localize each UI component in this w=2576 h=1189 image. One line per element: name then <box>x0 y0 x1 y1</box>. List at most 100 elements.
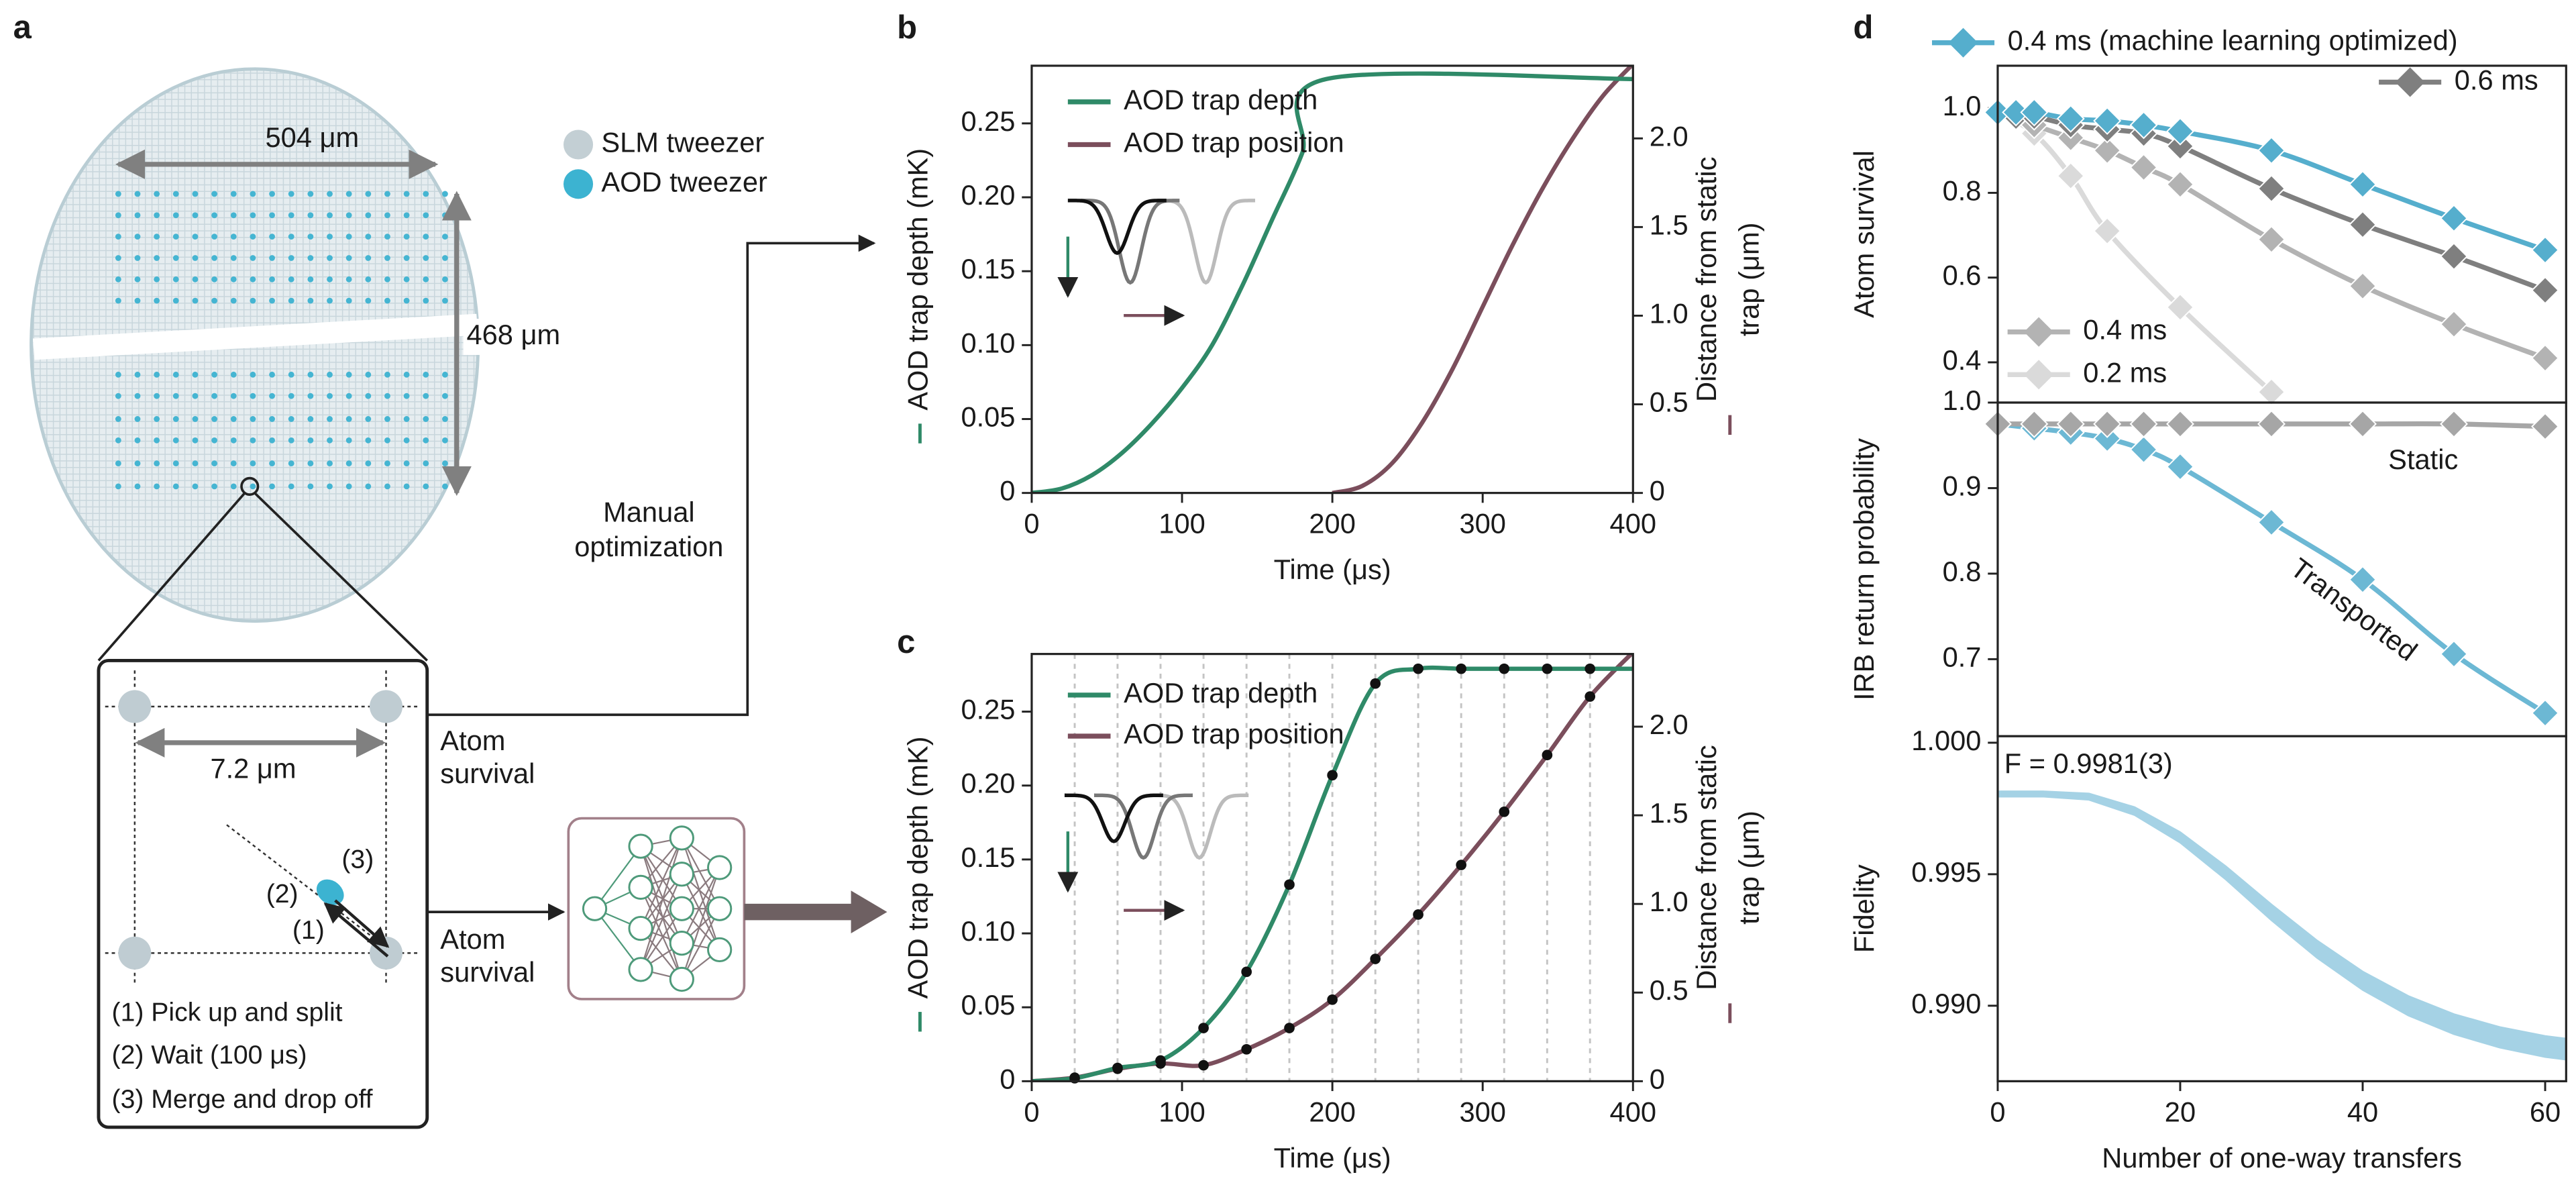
zoom-line <box>254 492 429 662</box>
aod-site <box>230 460 237 466</box>
aod-site <box>442 416 448 422</box>
line <box>1997 421 2547 715</box>
aod-site <box>192 212 199 219</box>
marker <box>1585 691 1596 702</box>
manual-label: optimization <box>574 531 723 562</box>
slm-legend-dot <box>564 130 594 160</box>
aod-site <box>442 297 448 304</box>
legend-label: AOD trap position <box>1124 127 1344 158</box>
manual-label: Manual <box>603 496 695 527</box>
aod-site <box>423 483 429 490</box>
feedback-arrow <box>427 234 876 717</box>
nn-node <box>628 833 653 859</box>
aod-site <box>288 191 294 197</box>
marker <box>1542 663 1553 674</box>
nn-node <box>707 937 733 963</box>
aod-site <box>250 212 256 219</box>
aod-site <box>345 460 352 466</box>
aod-site <box>269 255 275 261</box>
aod-site <box>172 371 179 378</box>
aod-site <box>442 483 448 490</box>
aod-site <box>211 416 217 422</box>
aod-site <box>423 460 429 466</box>
aod-site <box>307 460 314 466</box>
aod-site <box>154 191 160 197</box>
panel-label: c <box>897 624 915 660</box>
aod-site <box>327 483 333 490</box>
aod-site <box>250 276 256 282</box>
aod-site <box>423 212 429 219</box>
aod-site <box>250 371 256 378</box>
aod-site <box>384 437 390 444</box>
aod-site <box>269 212 275 219</box>
aod-site <box>115 212 121 219</box>
marker <box>1585 663 1596 674</box>
aod-site <box>211 234 217 240</box>
y-tick-label: 0.05 <box>961 989 1015 1021</box>
aod-site <box>115 437 121 444</box>
aod-site <box>154 483 160 490</box>
aod-site <box>172 212 179 219</box>
y2-tick-label: 0 <box>1650 1063 1665 1094</box>
legend-key <box>2024 317 2054 347</box>
y-tick-label: 0.7 <box>1943 641 1982 672</box>
aod-site <box>288 234 294 240</box>
y-tick-label: 1.0 <box>1943 90 1982 121</box>
marker <box>2440 639 2468 668</box>
aod-site <box>172 437 179 444</box>
aod-site <box>327 297 333 304</box>
nn-node <box>707 855 733 880</box>
marker <box>1413 909 1424 920</box>
nn-node <box>707 896 733 921</box>
aod-site <box>384 416 390 422</box>
aod-site <box>403 416 410 422</box>
nn-node <box>628 957 653 982</box>
aod-site <box>269 234 275 240</box>
marker <box>2531 236 2560 264</box>
marker <box>1155 1055 1166 1066</box>
neural-network <box>582 825 733 992</box>
marker <box>1241 966 1252 978</box>
aod-site <box>250 437 256 444</box>
aod-site <box>365 393 372 399</box>
nn-edge <box>681 867 720 980</box>
legend-label: AOD trap position <box>1124 718 1344 749</box>
gap-band <box>32 313 478 360</box>
aod-site <box>403 255 410 261</box>
legend-label: 0.4 ms (machine learning optimized) <box>2008 25 2458 56</box>
aod-legend-dot <box>564 169 594 199</box>
aod-site <box>403 437 410 444</box>
aod-site <box>172 234 179 240</box>
aod-site <box>288 393 294 399</box>
x-axis-label: Number of one-way transfers <box>2102 1142 2462 1174</box>
legend-label: 0.2 ms <box>2083 356 2167 388</box>
aod-site <box>269 276 275 282</box>
marker <box>2531 412 2560 441</box>
aod-site <box>403 460 410 466</box>
x-axis-label: Time (μs) <box>1274 1142 1391 1174</box>
aod-site <box>327 393 333 399</box>
legend-label: AOD trap depth <box>1124 677 1318 709</box>
aod-site <box>134 276 141 282</box>
aod-site <box>423 276 429 282</box>
aod-site <box>384 393 390 399</box>
step-text: (3) Merge and drop off <box>112 1085 373 1114</box>
aod-site <box>384 297 390 304</box>
marker <box>2056 162 2085 191</box>
marker <box>2257 225 2286 254</box>
aod-site <box>192 437 199 444</box>
zoom-line <box>97 492 246 662</box>
aod-site <box>115 234 121 240</box>
aod-site <box>250 255 256 261</box>
aod-site <box>345 371 352 378</box>
aod-site <box>211 212 217 219</box>
trap-cartoon <box>1150 793 1249 860</box>
marker <box>2129 153 2158 182</box>
aod-site <box>154 393 160 399</box>
aod-site <box>307 416 314 422</box>
aod-site <box>154 234 160 240</box>
legend-label: AOD trap depth <box>1124 84 1318 115</box>
aod-site <box>230 255 237 261</box>
y-tick-label: 0.25 <box>961 694 1015 725</box>
